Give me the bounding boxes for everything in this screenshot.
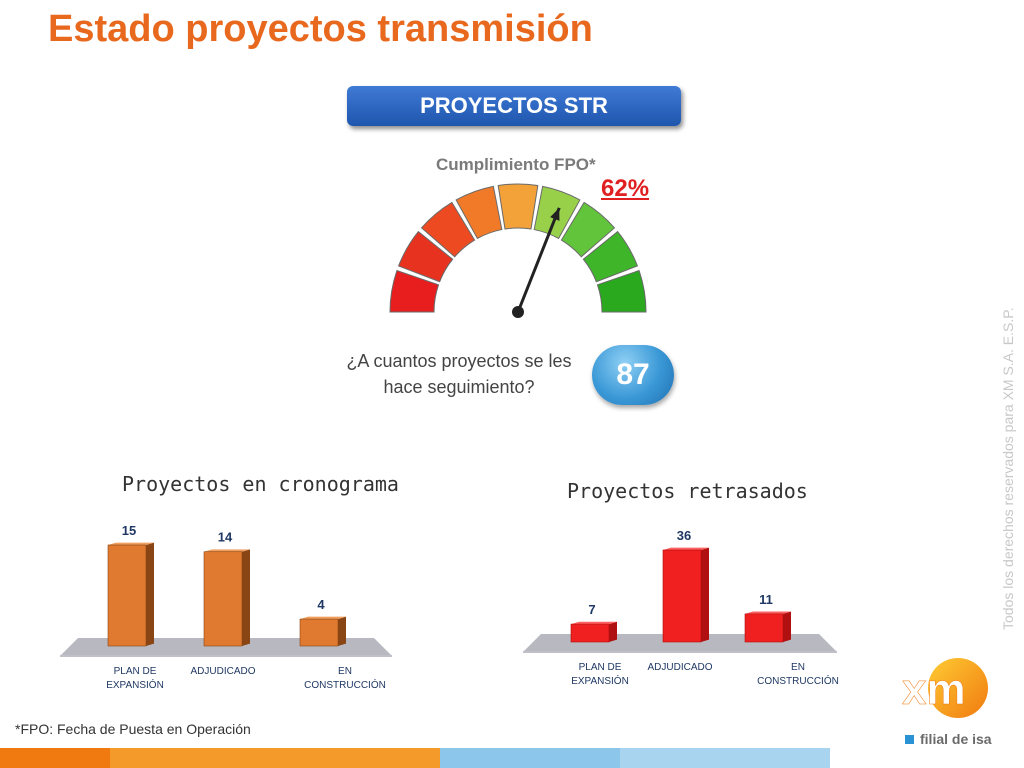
- tracked-question: ¿A cuantos proyectos se les hace seguimi…: [346, 351, 572, 397]
- bar: [662, 549, 702, 643]
- bar: [107, 544, 147, 647]
- bar-side: [609, 621, 617, 642]
- bar: [299, 618, 339, 647]
- chart-title-retrasados: Proyectos retrasados: [567, 479, 808, 503]
- bar-top: [300, 616, 346, 620]
- footnote: *FPO: Fecha de Puesta en Operación: [15, 721, 251, 737]
- bar-top: [571, 621, 617, 625]
- category-label-line2: CONSTRUCCIÓN: [304, 678, 386, 691]
- gauge-value: 62%: [601, 175, 650, 202]
- gauge-needle: [516, 207, 561, 313]
- xm-logo: xm: [902, 658, 988, 718]
- bar-value-label: 11: [759, 592, 773, 607]
- gauge-segment: [560, 201, 616, 258]
- bar-value-label: 36: [677, 528, 691, 543]
- bar-side: [783, 611, 791, 642]
- bar-side: [701, 547, 709, 642]
- bottom-color-bar: [0, 748, 830, 768]
- bar: [744, 613, 784, 643]
- category-label: ADJUDICADO: [647, 662, 712, 673]
- category-label-line2: EXPANSIÓN: [571, 674, 629, 687]
- gauge-label: Cumplimiento FPO*: [436, 155, 596, 174]
- gauge-segment: [420, 201, 476, 258]
- bar: [203, 551, 243, 647]
- category-label: EN: [791, 662, 805, 673]
- bar-side: [146, 542, 154, 646]
- chart-title-cronograma: Proyectos en cronograma: [122, 472, 399, 496]
- category-label-line2: CONSTRUCCIÓN: [757, 674, 839, 687]
- gauge-segment: [582, 230, 639, 283]
- gauge-segment: [455, 185, 503, 240]
- bar-value-label: 15: [122, 523, 136, 538]
- category-label: PLAN DE: [114, 666, 157, 677]
- category-label: EN: [338, 666, 352, 677]
- bar-top: [108, 542, 154, 545]
- bar-value-label: 4: [317, 597, 325, 612]
- gauge-pivot: [512, 306, 524, 318]
- page-title: Estado proyectos transmisión: [48, 8, 593, 50]
- category-label-line2: EXPANSIÓN: [106, 678, 164, 691]
- gauge-segment: [596, 269, 647, 313]
- gauge-needle-head: [550, 207, 560, 221]
- logo-subtitle: filial de isa: [905, 731, 992, 747]
- bar: [570, 623, 610, 643]
- bar-value-label: 14: [218, 530, 233, 545]
- gauge-segment: [497, 183, 539, 230]
- gauge-segment: [389, 269, 440, 313]
- logo-text: xm: [902, 665, 966, 714]
- bar-top: [745, 611, 791, 614]
- logo-subtitle-text: filial de isa: [920, 731, 992, 747]
- logo-square-icon: [905, 734, 914, 744]
- bar-top: [204, 549, 250, 552]
- gauge-segment: [397, 230, 454, 283]
- bar-side: [242, 549, 250, 646]
- bar-top: [663, 547, 709, 550]
- category-label: PLAN DE: [579, 662, 622, 673]
- gauge-meter: [389, 183, 647, 318]
- bar-value-label: 7: [588, 602, 595, 617]
- proyectos-str-button[interactable]: PROYECTOS STR: [347, 86, 681, 126]
- copyright-watermark: Todos los derechos reservados para XM S.…: [1000, 307, 1016, 630]
- bar-side: [338, 616, 346, 646]
- category-label: ADJUDICADO: [190, 666, 255, 677]
- tracked-count-badge: 87: [592, 345, 674, 405]
